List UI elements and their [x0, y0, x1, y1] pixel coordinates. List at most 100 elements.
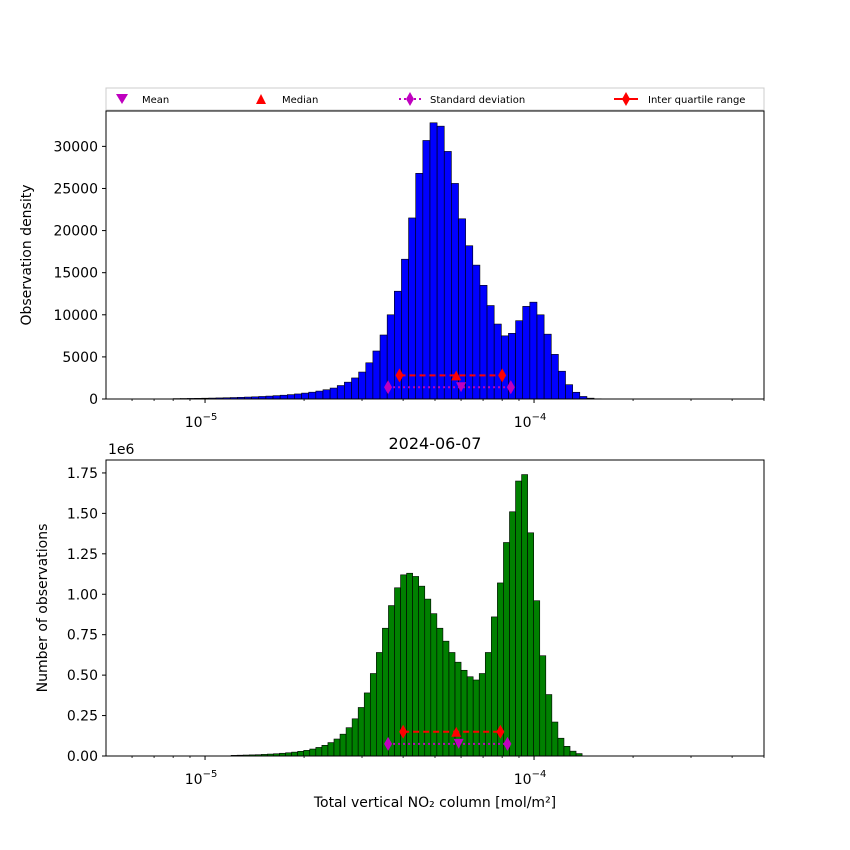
bottom-histogram-bar — [406, 572, 413, 757]
bottom-y-tick-label: 0.50 — [67, 668, 98, 684]
bottom-histogram-bar — [539, 655, 547, 757]
legend-std-marker — [399, 92, 421, 106]
bottom-histogram-bar — [388, 605, 395, 757]
bottom-histogram-bars — [230, 474, 583, 757]
bottom-iqr-diamond — [399, 724, 408, 739]
bottom-histogram-bar — [503, 542, 510, 757]
top-histogram-bar — [479, 285, 488, 400]
top-plot-frame — [105, 110, 765, 400]
bottom-histogram-bar — [345, 727, 353, 757]
top-histogram-bar — [429, 122, 438, 400]
top-histogram-bar — [365, 362, 374, 400]
bottom-x-tick-label: 10−5 — [185, 769, 218, 788]
bottom-histogram-bar — [533, 600, 541, 757]
bottom-histogram-bar — [309, 748, 317, 757]
bottom-histogram-bar — [442, 640, 450, 757]
top-y-tick-label: 15000 — [53, 266, 98, 282]
bottom-summary-markers — [384, 724, 512, 751]
top-histogram-bar — [351, 377, 359, 400]
top-histogram-bar — [443, 151, 452, 400]
bottom-histogram-bar — [545, 694, 553, 757]
bottom-y-tick-label: 0.75 — [67, 628, 98, 644]
top-histogram-bar — [372, 350, 381, 400]
top-iqr-diamond — [498, 368, 507, 383]
bottom-histogram-bar — [569, 750, 577, 757]
bottom-histogram-bar — [327, 742, 335, 757]
top-histogram-bar — [536, 314, 545, 400]
top-x-axis-ticks: 10−5 10−4 — [131, 399, 765, 431]
top-histogram-bar — [522, 306, 531, 400]
bottom-histogram-bar — [551, 721, 559, 757]
top-histogram-bar — [315, 390, 324, 400]
top-histogram-bars — [172, 122, 602, 400]
bottom-histogram-bar — [521, 474, 528, 757]
bottom-histogram-bar — [351, 718, 359, 757]
bottom-histogram-bar — [509, 511, 516, 757]
legend-mean-marker — [116, 94, 128, 104]
bottom-histogram-bar — [563, 745, 571, 757]
top-histogram-bar — [486, 305, 495, 400]
bottom-std-diamond — [503, 736, 512, 751]
top-histogram-bar — [294, 393, 302, 400]
bottom-histogram-bar — [484, 652, 492, 757]
top-median-marker — [451, 370, 462, 381]
top-histogram-bar — [286, 394, 295, 400]
bottom-histogram-bar — [315, 747, 323, 757]
bottom-histogram-bar — [303, 750, 311, 757]
top-histogram-bar — [550, 354, 559, 400]
bottom-x-tick-label: 10−4 — [514, 769, 547, 788]
bottom-histogram-bar — [491, 616, 498, 757]
top-histogram-bar — [401, 258, 409, 400]
top-y-axis-ticks: 0 5000 10000 15000 20000 25000 30000 — [53, 139, 106, 408]
bottom-y-tick-label: 1.00 — [67, 587, 98, 603]
bottom-histogram-bar — [418, 585, 426, 757]
bottom-histogram-bar — [394, 587, 401, 757]
top-histogram-bar — [451, 183, 459, 400]
top-histogram-bar — [336, 385, 345, 400]
bottom-histogram-bar — [363, 692, 371, 757]
top-histogram-bar — [529, 301, 538, 400]
bottom-histogram-bar — [339, 733, 347, 757]
bottom-histogram-bar — [430, 613, 438, 757]
bottom-histogram-panel: 2024-06-07 1e6 0.00 0.25 0.50 0.75 1.00 1.25 1… — [35, 434, 765, 811]
bottom-x-axis-ticks: 10−5 10−4 — [131, 756, 765, 788]
top-histogram-bar — [301, 392, 310, 400]
bottom-histogram-bar — [369, 673, 377, 757]
top-histogram-bar — [408, 217, 417, 400]
top-summary-markers — [384, 368, 515, 395]
bottom-histogram-bar — [382, 627, 389, 757]
top-std-diamond — [506, 380, 515, 395]
bottom-chart-title: 2024-06-07 — [389, 434, 482, 453]
bottom-histogram-bar — [291, 751, 298, 757]
bottom-histogram-bar — [515, 480, 522, 757]
top-histogram-bar — [329, 387, 338, 400]
top-histogram-bar — [422, 140, 431, 400]
top-histogram-bar — [344, 381, 352, 400]
bottom-histogram-bar — [333, 738, 341, 757]
top-histogram-bar — [308, 391, 317, 400]
top-histogram-bar — [279, 394, 288, 400]
legend-median-marker — [256, 94, 266, 104]
bottom-histogram-bar — [557, 737, 565, 757]
bottom-histogram-bar — [436, 627, 444, 757]
bottom-median-marker — [451, 726, 462, 737]
bottom-iqr-diamond — [496, 724, 505, 739]
bottom-y-axis-label: Number of observations — [35, 524, 51, 693]
top-histogram-bar — [493, 323, 502, 400]
bottom-histogram-bar — [527, 532, 535, 757]
bottom-y-tick-label: 1.75 — [67, 466, 98, 482]
bottom-y-multiplier: 1e6 — [108, 442, 135, 458]
top-histogram-bar — [501, 335, 509, 400]
top-y-tick-label: 0 — [89, 392, 98, 408]
bottom-y-tick-label: 1.25 — [67, 547, 98, 563]
top-y-tick-label: 5000 — [62, 350, 98, 366]
top-histogram-bar — [415, 173, 424, 400]
top-histogram-bar — [565, 384, 573, 400]
top-iqr-diamond — [395, 368, 404, 383]
top-y-tick-label: 10000 — [53, 308, 98, 324]
legend-frame — [105, 87, 765, 111]
bottom-y-axis-ticks: 0.00 0.25 0.50 0.75 1.00 1.25 1.50 1.75 — [67, 466, 106, 765]
legend-iqr-label: Inter quartile range — [648, 95, 745, 106]
